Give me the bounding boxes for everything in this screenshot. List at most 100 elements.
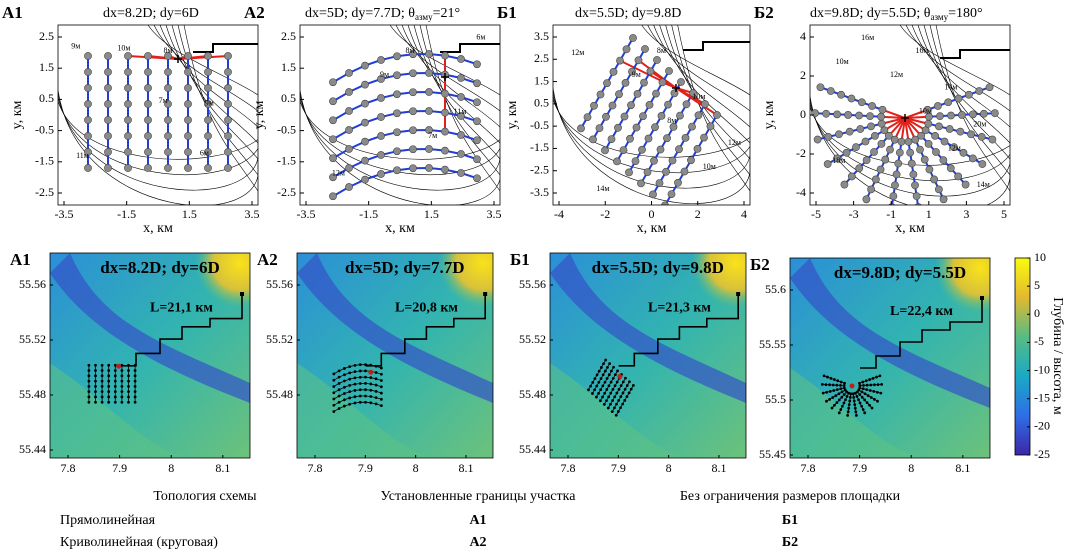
turbine bbox=[619, 384, 623, 387]
x-tick-label: 5 bbox=[1001, 207, 1007, 221]
title-text: dx=8.2D; dy=6D bbox=[103, 6, 199, 21]
turbine bbox=[348, 384, 352, 387]
turbine bbox=[364, 382, 367, 385]
turbine bbox=[865, 383, 869, 387]
turbine bbox=[956, 127, 965, 136]
turbine bbox=[358, 382, 362, 385]
turbine bbox=[921, 126, 930, 135]
turbine bbox=[332, 397, 336, 401]
contour-line bbox=[413, 25, 500, 160]
turbine bbox=[828, 389, 832, 393]
x-tick-label: 7.9 bbox=[112, 461, 127, 475]
turbine bbox=[924, 139, 933, 148]
turbine bbox=[409, 88, 417, 97]
turbine bbox=[353, 376, 357, 380]
turbine bbox=[701, 100, 709, 108]
y-tick-label: -0.5 bbox=[277, 122, 296, 136]
feeder-cable bbox=[893, 117, 906, 141]
turbine bbox=[374, 383, 378, 387]
substation bbox=[849, 383, 855, 389]
turbine bbox=[833, 110, 841, 119]
y-tick-label: -1.5 bbox=[530, 140, 549, 154]
y-tick-label: 55.48 bbox=[266, 387, 293, 401]
string-cable bbox=[332, 128, 478, 160]
x-tick-label: 8 bbox=[908, 461, 914, 475]
turbine bbox=[665, 67, 673, 75]
turbine bbox=[374, 389, 378, 393]
turbine bbox=[836, 379, 840, 383]
turbine bbox=[587, 388, 590, 392]
turbine bbox=[409, 126, 417, 135]
turbine bbox=[842, 393, 846, 396]
contour-line bbox=[923, 25, 1010, 160]
x-tick-label: 7.8 bbox=[308, 461, 323, 475]
x-tick-label: 8 bbox=[413, 461, 419, 475]
contour-line bbox=[389, 25, 500, 96]
y-axis-label: y, км bbox=[505, 100, 520, 129]
turbine bbox=[377, 132, 385, 140]
turbine bbox=[621, 402, 625, 406]
turbine bbox=[353, 382, 357, 386]
x-tick-label: 7.8 bbox=[61, 461, 76, 475]
turbine bbox=[844, 398, 847, 402]
turbine bbox=[113, 384, 117, 388]
turbine bbox=[100, 374, 104, 378]
turbine bbox=[634, 56, 643, 65]
turbine bbox=[628, 380, 631, 384]
deep-channel bbox=[790, 258, 990, 408]
turbine bbox=[609, 68, 618, 76]
x-tick-label: -1.5 bbox=[117, 207, 136, 221]
land bbox=[935, 258, 990, 313]
turbine bbox=[329, 97, 337, 106]
turbine bbox=[337, 394, 341, 398]
substation bbox=[368, 369, 374, 375]
feeder-cable bbox=[904, 108, 928, 119]
contour-label: 16м bbox=[916, 46, 929, 55]
contour-label: 12м bbox=[571, 48, 584, 57]
turbine bbox=[358, 400, 362, 404]
shallow-area bbox=[790, 368, 930, 458]
turbine bbox=[597, 391, 600, 395]
onshore-point bbox=[736, 292, 741, 296]
turbine bbox=[852, 143, 860, 152]
turbine bbox=[855, 395, 859, 398]
turbine bbox=[816, 83, 825, 92]
table-cell: Б1 bbox=[782, 513, 798, 528]
turbine bbox=[353, 370, 357, 374]
turbine bbox=[144, 68, 152, 76]
turbine bbox=[127, 379, 130, 383]
contour-label: 11м bbox=[454, 107, 467, 116]
feeder-cable bbox=[888, 117, 906, 137]
turbine bbox=[639, 112, 647, 121]
turbine bbox=[104, 148, 112, 156]
turbine bbox=[595, 124, 604, 133]
y-tick-label: 2.5 bbox=[39, 29, 54, 43]
turbine bbox=[104, 68, 112, 76]
turbine bbox=[358, 394, 362, 398]
turbine bbox=[954, 172, 963, 181]
turbine bbox=[935, 122, 943, 131]
y-tick-label: -2.5 bbox=[530, 162, 549, 176]
turbine bbox=[870, 148, 878, 156]
turbine bbox=[94, 400, 97, 404]
string-cable bbox=[333, 401, 382, 412]
y-tick-label: -1.5 bbox=[277, 154, 296, 168]
turbine bbox=[204, 68, 212, 76]
turbine bbox=[358, 388, 362, 392]
turbine bbox=[379, 397, 383, 401]
turbine bbox=[120, 363, 124, 367]
turbine bbox=[353, 395, 357, 399]
turbine bbox=[855, 111, 863, 120]
y-tick-label: 4 bbox=[800, 29, 806, 43]
turbine bbox=[224, 84, 232, 92]
turbine bbox=[619, 146, 628, 154]
turbine bbox=[441, 89, 449, 98]
turbine bbox=[606, 365, 609, 369]
turbine bbox=[609, 380, 613, 384]
x-tick-label: 0 bbox=[649, 207, 655, 221]
turbine bbox=[826, 375, 829, 379]
turbine bbox=[835, 388, 839, 392]
turbine bbox=[589, 135, 597, 144]
turbine bbox=[127, 400, 130, 404]
turbine bbox=[473, 136, 481, 145]
